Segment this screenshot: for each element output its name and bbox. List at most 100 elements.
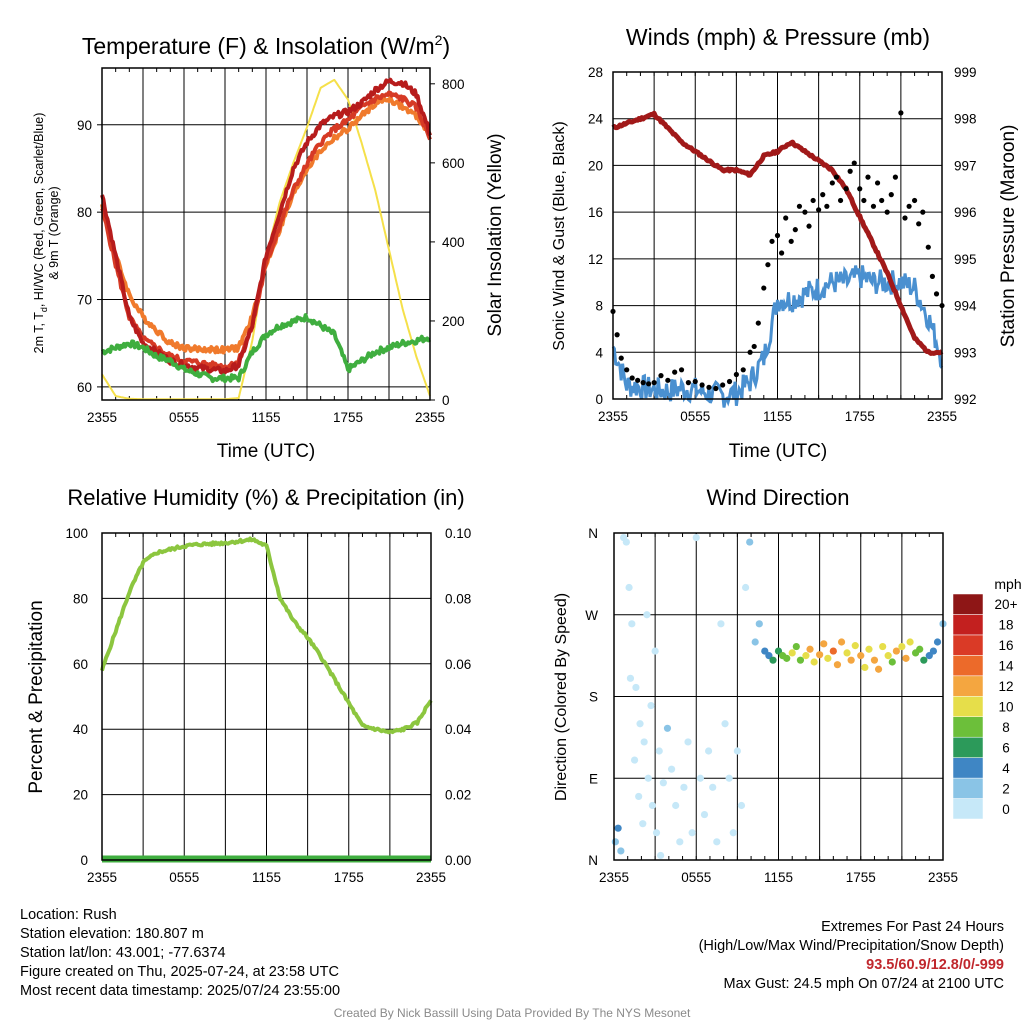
direction-point <box>729 829 737 837</box>
gust-point <box>851 160 857 166</box>
direction-point <box>796 656 805 664</box>
gust-point <box>747 349 753 355</box>
y2-tick-label: 600 <box>442 156 465 171</box>
y2-tick-label: 0.00 <box>445 853 471 868</box>
direction-point <box>829 647 837 655</box>
colorbar-label: 14 <box>998 659 1014 674</box>
x-tick-label: 1755 <box>845 409 875 424</box>
y-tick-label: 100 <box>65 526 88 541</box>
gust-point <box>796 203 803 209</box>
direction-point <box>639 820 647 828</box>
y2-tick-label: 0.02 <box>445 788 471 803</box>
direction-point <box>709 783 717 791</box>
direction-point <box>611 838 619 846</box>
direction-point <box>874 665 883 673</box>
y-tick-label: 24 <box>588 112 604 127</box>
latlon-text: Station lat/lon: 43.001; -77.6374 <box>20 945 226 961</box>
direction-point <box>657 851 665 860</box>
gust-point <box>929 273 936 279</box>
direction-point <box>920 656 928 664</box>
plot-border <box>612 71 943 400</box>
direction-point <box>802 652 810 660</box>
colorbar-swatch <box>952 757 984 779</box>
x-tick-label: 1155 <box>251 410 280 425</box>
gust-point <box>906 203 912 209</box>
pressure-series <box>611 110 944 356</box>
direction-point <box>630 756 639 764</box>
direction-point <box>861 663 869 672</box>
direction-point <box>824 654 832 662</box>
colorbar-label: 20+ <box>995 597 1018 612</box>
direction-point <box>888 658 896 666</box>
direction-point <box>737 801 746 810</box>
direction-point <box>704 747 713 755</box>
gust-point <box>761 285 767 291</box>
credit-text: Created By Nick Bassill Using Data Provi… <box>333 1006 691 1020</box>
gust-point <box>874 180 881 186</box>
direction-point <box>851 642 859 650</box>
direction-point <box>857 652 865 660</box>
direction-point <box>676 838 684 846</box>
y-tick-label: S <box>589 690 598 705</box>
y-tick-label: 80 <box>73 591 88 606</box>
humidity-series <box>100 536 433 735</box>
y2-tick-label: 995 <box>954 252 977 267</box>
x-tick-label: 2355 <box>928 870 958 885</box>
gust-point <box>792 227 798 233</box>
direction-point <box>755 620 763 628</box>
direction-point <box>688 829 696 837</box>
direction-point <box>783 654 791 662</box>
gust-point <box>865 174 871 180</box>
direction-point <box>929 647 938 655</box>
direction-point <box>879 642 887 651</box>
extremes-values: 93.5/60.9/12.8/0/-999 <box>866 957 1004 973</box>
y-tick-label: 70 <box>77 293 92 308</box>
direction-point <box>806 645 814 653</box>
direction-point <box>640 738 648 746</box>
temperature-y-label: 2m T, Td, HI/WC (Red, Green, Scarlet/Blu… <box>32 113 49 354</box>
direction-point <box>614 824 622 832</box>
y-tick-label: 60 <box>77 380 92 395</box>
y-tick-label: N <box>588 853 598 868</box>
humidity-title: Relative Humidity (%) & Precipitation (i… <box>67 485 464 510</box>
direction-point <box>725 774 733 782</box>
colorbar-label: 8 <box>1002 720 1010 735</box>
direction-point <box>902 654 910 662</box>
gust-point <box>902 215 908 221</box>
direction-point <box>884 652 892 660</box>
gust-point <box>726 378 733 385</box>
gust-point <box>733 371 739 378</box>
gust-point <box>788 238 794 244</box>
gust-point <box>618 355 624 361</box>
gust-point <box>640 380 646 386</box>
y-tick-label: W <box>585 608 598 623</box>
direction-point <box>751 638 759 646</box>
gust-point <box>769 238 775 244</box>
y2-tick-label: 800 <box>442 77 465 92</box>
humidity-y-label: Percent & Precipitation <box>26 600 47 793</box>
direction-point <box>933 638 942 646</box>
gust-point <box>843 186 849 192</box>
direction-point <box>788 649 796 657</box>
direction-point <box>648 801 656 810</box>
direction-point <box>636 720 644 728</box>
direction-title: Wind Direction <box>706 485 849 510</box>
y2-tick-label: 0 <box>442 393 450 408</box>
direction-point <box>792 642 800 651</box>
gust-point <box>672 369 678 375</box>
colorbar-swatch <box>952 675 984 697</box>
gust-point <box>646 381 652 387</box>
direction-point <box>652 829 661 837</box>
gust-point <box>751 343 757 350</box>
gust-point <box>614 332 620 338</box>
x-tick-label: 2355 <box>87 870 117 885</box>
gust-point <box>678 367 685 373</box>
elevation-text: Station elevation: 180.807 m <box>20 926 204 942</box>
gust-point <box>870 203 877 209</box>
direction-point <box>628 620 636 628</box>
gust-point <box>916 221 922 227</box>
gust-point <box>802 209 808 215</box>
direction-point <box>617 847 625 855</box>
y-tick-label: 90 <box>77 118 92 133</box>
x-axis-label: Time (UTC) <box>217 441 316 462</box>
